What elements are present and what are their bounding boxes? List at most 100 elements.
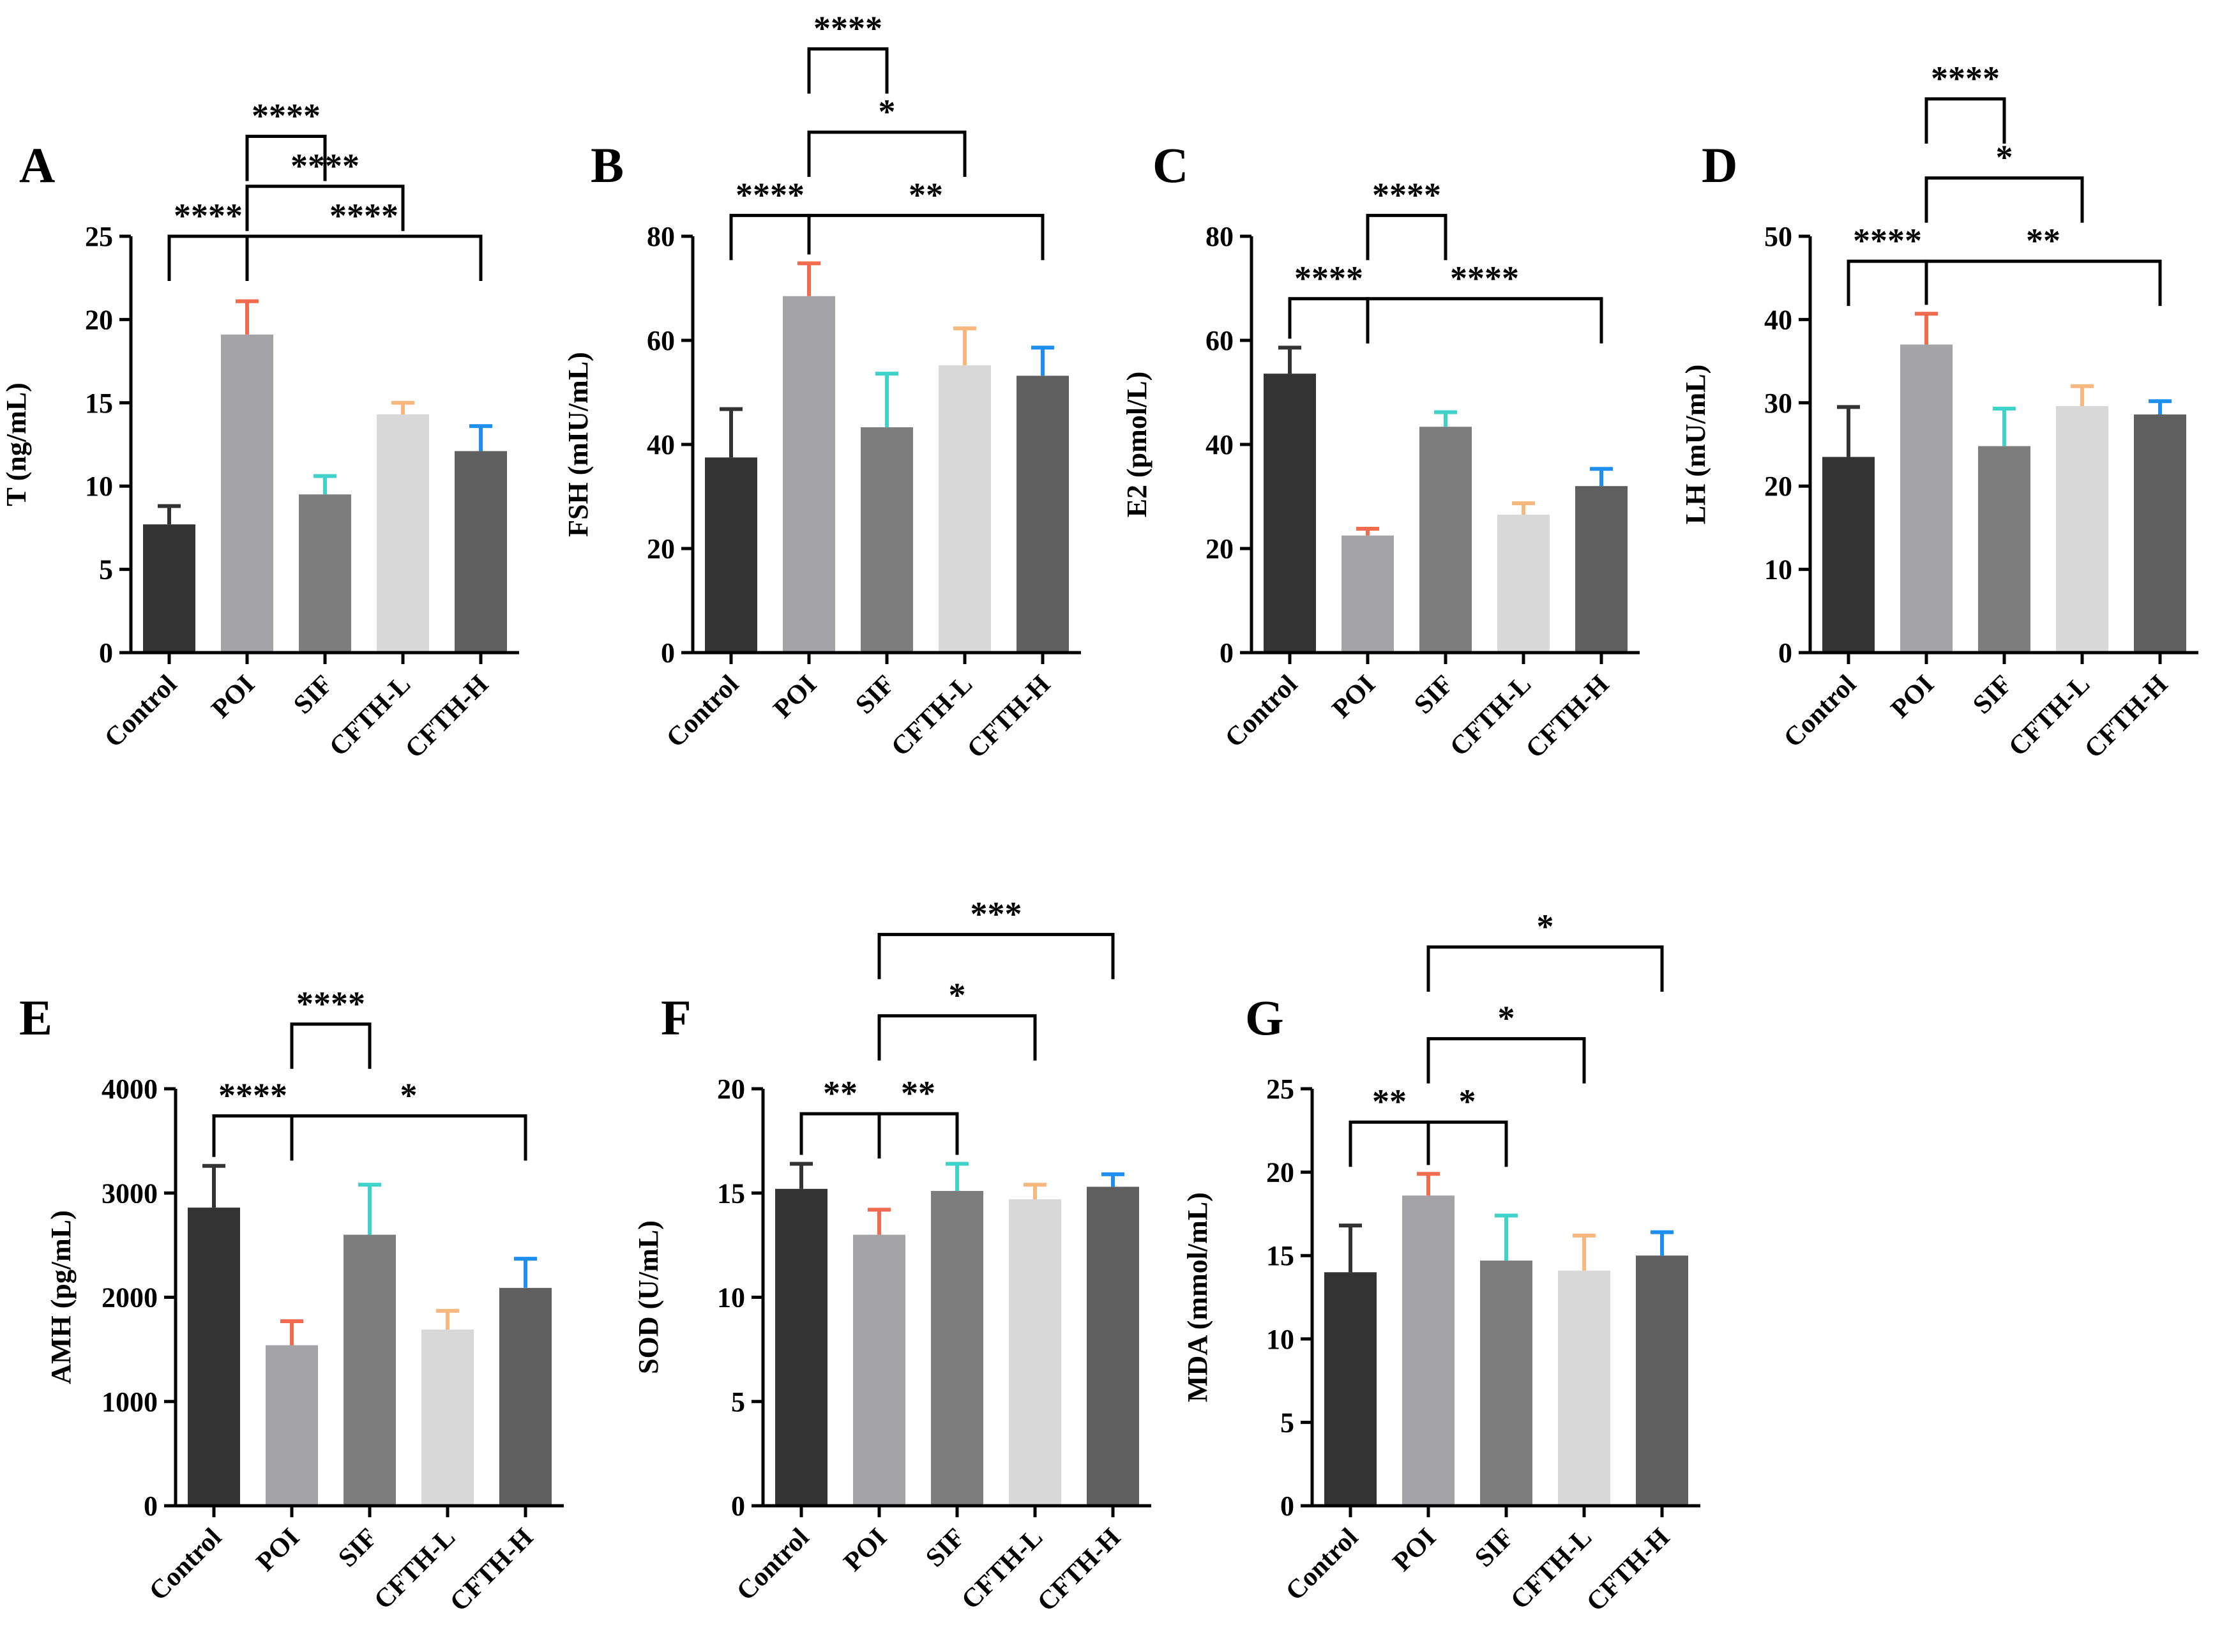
significance-bracket-d [1924,97,2006,144]
y-tick-label-b: 80 [647,221,675,252]
y-tick-label-a: 5 [99,554,113,586]
x-tick-label-g-cfth-h: CFTH-H [1581,1523,1675,1618]
significance-bracket-b [729,213,811,261]
bar-b-sif [861,427,913,653]
x-tick-label-f-control: Control [731,1523,815,1607]
significance-bracket-b [807,213,1045,261]
significance-label-c: **** [1450,259,1519,298]
x-tick-label-d-cfth-h: CFTH-H [2079,670,2173,764]
y-tick-label-f: 0 [731,1490,745,1522]
x-tick-label-b-sif: SIF [850,670,900,720]
significance-label-g: ** [1372,1082,1407,1121]
significance-bracket-c [1366,213,1447,261]
significance-label-a: **** [174,197,243,235]
y-tick-label-g: 20 [1266,1157,1294,1188]
x-tick-label-d-sif: SIF [1967,670,2018,720]
significance-bracket-f [877,932,1115,980]
y-tick-label-a: 15 [85,388,113,419]
x-tick-label-e-poi: POI [251,1523,305,1577]
x-tick-label-a-poi: POI [206,670,261,724]
panel-letter-e: E [19,990,52,1045]
significance-bracket-a [167,234,249,281]
significance-bracket-d [1847,259,1928,307]
panel-a: A T (ng/mL) 0 5 10 15 20 25 Control POI SIFCFTH-LC… [1,97,519,764]
y-tick-label-a: 20 [85,304,113,335]
y-axis-label-d: LH (mU/mL) [1680,365,1711,525]
panel-e: E AMH (pg/mL) 0 1000 2000 3000 4000 Control POI S… [19,985,564,1618]
y-axis-label-f: SOD (U/mL) [633,1220,664,1374]
x-tick-label-f-poi: POI [838,1523,893,1577]
significance-bracket-g [1426,1037,1586,1084]
significance-label-c: **** [1372,176,1441,214]
bar-e-cfth-l [421,1330,474,1506]
significance-bracket-f [799,1112,881,1159]
significance-bracket-e [290,1114,527,1161]
bar-f-poi [853,1234,905,1506]
significance-bracket-d [1924,259,2162,307]
significance-label-f: *** [971,895,1022,933]
bar-c-cfth-l [1497,515,1550,653]
x-tick-label-g-cfth-l: CFTH-L [1505,1523,1598,1616]
y-tick-label-c: 20 [1205,533,1234,565]
x-tick-label-e-control: Control [144,1523,227,1607]
x-tick-label-c-cfth-h: CFTH-H [1520,670,1615,764]
significance-label-f: * [949,976,966,1015]
x-tick-label-g-control: Control [1280,1523,1364,1607]
significance-label-e: **** [296,985,365,1023]
significance-bracket-g [1426,1120,1508,1167]
significance-label-e: **** [218,1076,287,1114]
bar-g-poi [1402,1195,1455,1506]
significance-bracket-c [1366,297,1603,344]
panel-letter-b: B [591,137,624,193]
significance-bracket-c [1288,297,1370,344]
significance-label-f: ** [901,1074,935,1112]
bar-d-cfth-h [2134,414,2186,653]
significance-label-g: * [1537,907,1554,946]
bar-f-sif [931,1190,983,1506]
significance-label-g: * [1459,1082,1476,1121]
y-axis-label-b: FSH (mIU/mL) [563,352,594,537]
y-tick-label-b: 40 [647,429,675,460]
y-tick-label-e: 4000 [102,1073,158,1105]
x-tick-label-b-cfth-h: CFTH-H [962,670,1056,764]
x-tick-label-a-cfth-l: CFTH-L [324,670,416,762]
bar-b-control [705,457,757,653]
bar-g-sif [1480,1261,1532,1506]
y-tick-label-c: 0 [1220,637,1234,669]
x-tick-label-b-poi: POI [768,670,822,724]
x-tick-label-c-sif: SIF [1409,670,1459,720]
bar-d-sif [1978,446,2030,653]
y-tick-label-b: 0 [661,637,675,669]
y-tick-label-e: 3000 [102,1178,158,1209]
significance-label-c: **** [1294,259,1363,298]
significance-label-b: * [879,93,896,131]
x-tick-label-a-cfth-h: CFTH-H [400,670,494,764]
significance-bracket-g [1426,945,1664,992]
bar-e-control [188,1208,240,1506]
y-tick-label-g: 25 [1266,1073,1294,1105]
y-tick-label-a: 25 [85,221,113,252]
x-tick-label-a-sif: SIF [288,670,338,720]
y-tick-label-d: 30 [1764,388,1792,419]
significance-bracket-f [877,1014,1037,1061]
bar-g-cfth-h [1636,1255,1688,1506]
y-tick-label-d: 20 [1764,471,1792,502]
bar-f-control [775,1188,828,1506]
y-tick-label-e: 2000 [102,1282,158,1314]
y-tick-label-g: 0 [1280,1490,1294,1522]
significance-label-d: **** [1853,222,1922,260]
bar-c-cfth-h [1575,486,1628,653]
x-tick-label-a-control: Control [99,670,183,754]
y-tick-label-g: 10 [1266,1324,1294,1355]
x-tick-label-e-sif: SIF [333,1523,383,1573]
y-axis-label-e: AMH (pg/mL) [45,1210,77,1384]
y-tick-label-d: 40 [1764,304,1792,335]
significance-label-d: **** [1931,59,2000,98]
x-tick-label-d-cfth-l: CFTH-L [2003,670,2096,762]
x-tick-label-f-sif: SIF [920,1523,971,1573]
y-tick-label-e: 1000 [102,1386,158,1418]
y-tick-label-c: 40 [1205,429,1234,460]
significance-label-d: ** [2026,222,2060,260]
